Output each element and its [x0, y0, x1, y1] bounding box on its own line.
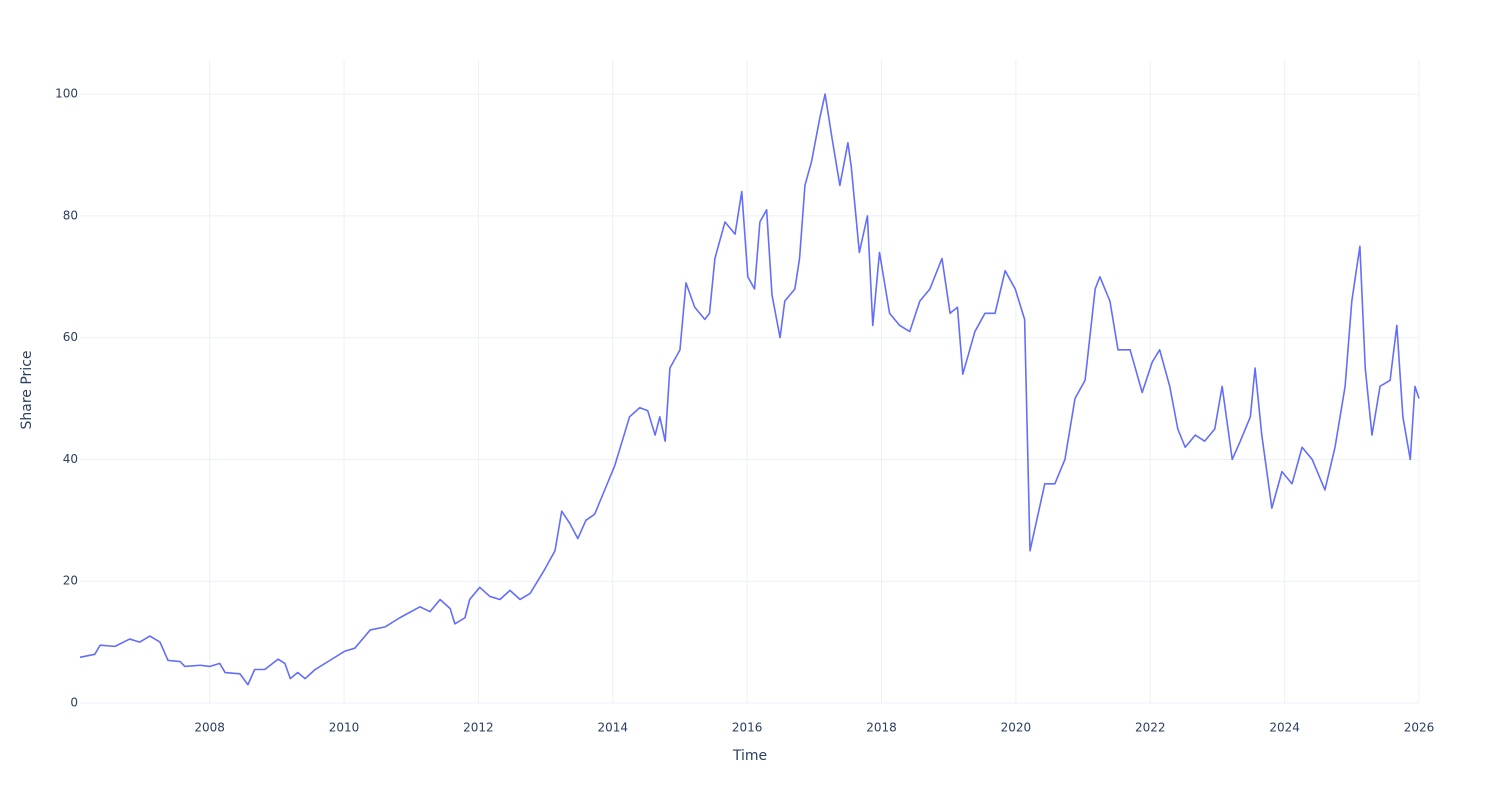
price-line — [79, 93, 1420, 686]
x-tick-label: 2010 — [329, 721, 360, 735]
x-tick-label: 2016 — [732, 721, 763, 735]
y-axis-title: Share Price — [19, 350, 35, 429]
x-tick-label: 2020 — [1001, 721, 1032, 735]
x-tick-label: 2008 — [194, 721, 225, 735]
x-tick-label: 2018 — [866, 721, 897, 735]
x-tick-label: 2024 — [1269, 721, 1300, 735]
x-axis-title: Time — [732, 748, 767, 764]
x-tick-label: 2012 — [463, 721, 494, 735]
y-tick-label: 20 — [63, 574, 78, 588]
x-tick-label: 2026 — [1404, 721, 1435, 735]
x-tick-label: 2014 — [598, 721, 629, 735]
y-tick-label: 100 — [55, 87, 78, 101]
x-tick-label: 2022 — [1135, 721, 1166, 735]
y-tick-label: 60 — [63, 330, 78, 344]
y-tick-label: 80 — [63, 208, 78, 222]
y-tick-label: 0 — [70, 696, 78, 710]
y-tick-label: 40 — [63, 452, 78, 466]
